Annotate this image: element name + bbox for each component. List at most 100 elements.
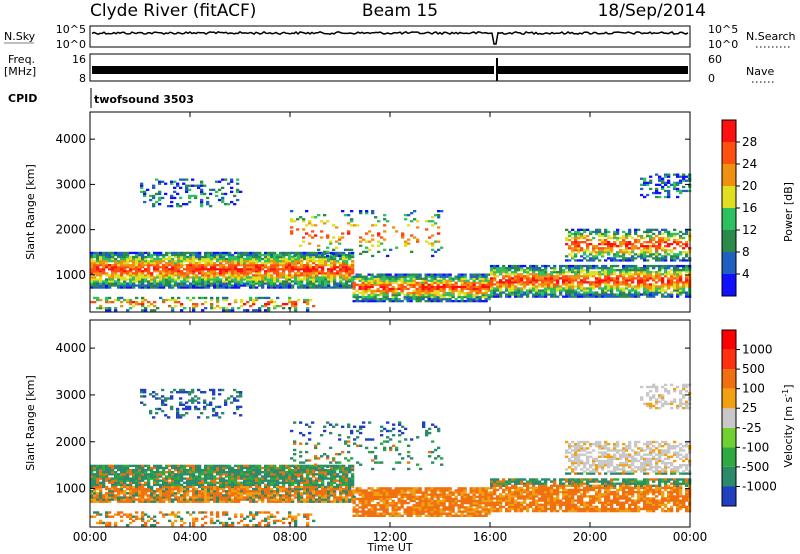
echo-cell [430,283,434,286]
echo-cell [177,282,181,285]
echo-cell [472,277,476,280]
echo-cell [297,481,301,484]
echo-cell [138,500,142,503]
echo-cell [240,280,244,283]
echo-cell [437,248,441,251]
echo-cell [382,293,386,297]
echo-cell [219,466,223,470]
echo-cell [158,190,162,193]
echo-cell [616,275,620,278]
echo-cell [658,179,662,182]
echo-cell [625,257,629,260]
echo-cell [246,282,250,285]
echo-cell [523,275,527,278]
echo-cell [288,487,292,491]
echo-cell [207,276,211,279]
echo-cell [610,293,614,296]
echo-cell [105,300,109,304]
echo-cell [472,300,476,303]
echo-cell [210,264,214,267]
echo-cell [90,264,94,267]
echo-cell [168,494,172,497]
echo-cell [613,269,617,272]
echo-cell [436,287,440,291]
echo-cell [508,269,512,272]
echo-cell [490,267,494,270]
echo-cell [664,175,668,178]
echo-cell [93,278,97,281]
echo-cell [529,291,533,294]
echo-cell [339,272,343,275]
echo-cell [367,298,371,301]
echo-cell [634,232,638,236]
echo-cell [670,285,674,288]
echo-cell [129,260,133,263]
echo-cell [460,279,464,282]
echo-cell [141,477,145,480]
echo-cell [252,268,256,271]
echo-cell [351,270,355,273]
echo-cell [541,291,545,294]
echo-cell [177,272,181,275]
echo-cell [330,266,334,269]
echo-cell [330,272,334,275]
echo-cell [159,278,163,281]
echo-cell [460,273,464,276]
echo-cell [261,284,265,287]
echo-cell [318,262,322,265]
echo-cell [523,291,527,294]
echo-cell [282,477,286,480]
echo-cell [345,274,349,277]
echo-cell [132,268,136,271]
echo-cell [150,494,154,497]
echo-cell [568,247,572,250]
echo-cell [207,475,211,478]
echo-cell [188,184,192,187]
echo-cell [168,496,172,499]
echo-cell [345,255,349,259]
echo-cell [451,285,455,289]
echo-cell [475,289,479,293]
echo-cell [302,236,306,239]
echo-cell [183,280,187,283]
echo-cell [285,274,289,277]
echo-cell [126,257,130,261]
echo-cell [682,243,686,246]
echo-cell [126,260,130,263]
echo-cell [625,241,629,244]
echo-cell [138,485,142,489]
echo-cell [183,487,187,491]
echo-cell [359,240,363,243]
echo-cell [225,473,229,476]
echo-cell [93,490,97,493]
echo-cell [622,279,626,282]
echo-cell [144,309,148,312]
echo-cell [201,296,205,300]
echo-cell [261,490,265,493]
echo-cell [547,273,551,276]
echo-cell [168,268,172,271]
echo-cell [243,276,247,279]
echo-cell [538,293,542,296]
echo-cell [225,272,229,275]
echo-cell [472,279,476,282]
echo-cell [311,216,315,219]
echo-cell [637,228,641,231]
echo-cell [523,285,527,288]
echo-cell [649,181,653,184]
echo-cell [270,255,274,259]
echo-cell [646,249,650,252]
echo-cell [574,245,578,248]
echo-cell [189,253,193,257]
echo-cell [427,273,431,276]
echo-cell [204,278,208,281]
echo-cell [216,485,220,489]
echo-cell [637,255,641,258]
echo-cell [673,181,677,184]
echo-cell [246,309,250,312]
echo-cell [162,274,166,277]
echo-cell [258,282,262,285]
echo-cell [511,267,515,270]
echo-cell [129,483,133,487]
echo-cell [144,274,148,277]
